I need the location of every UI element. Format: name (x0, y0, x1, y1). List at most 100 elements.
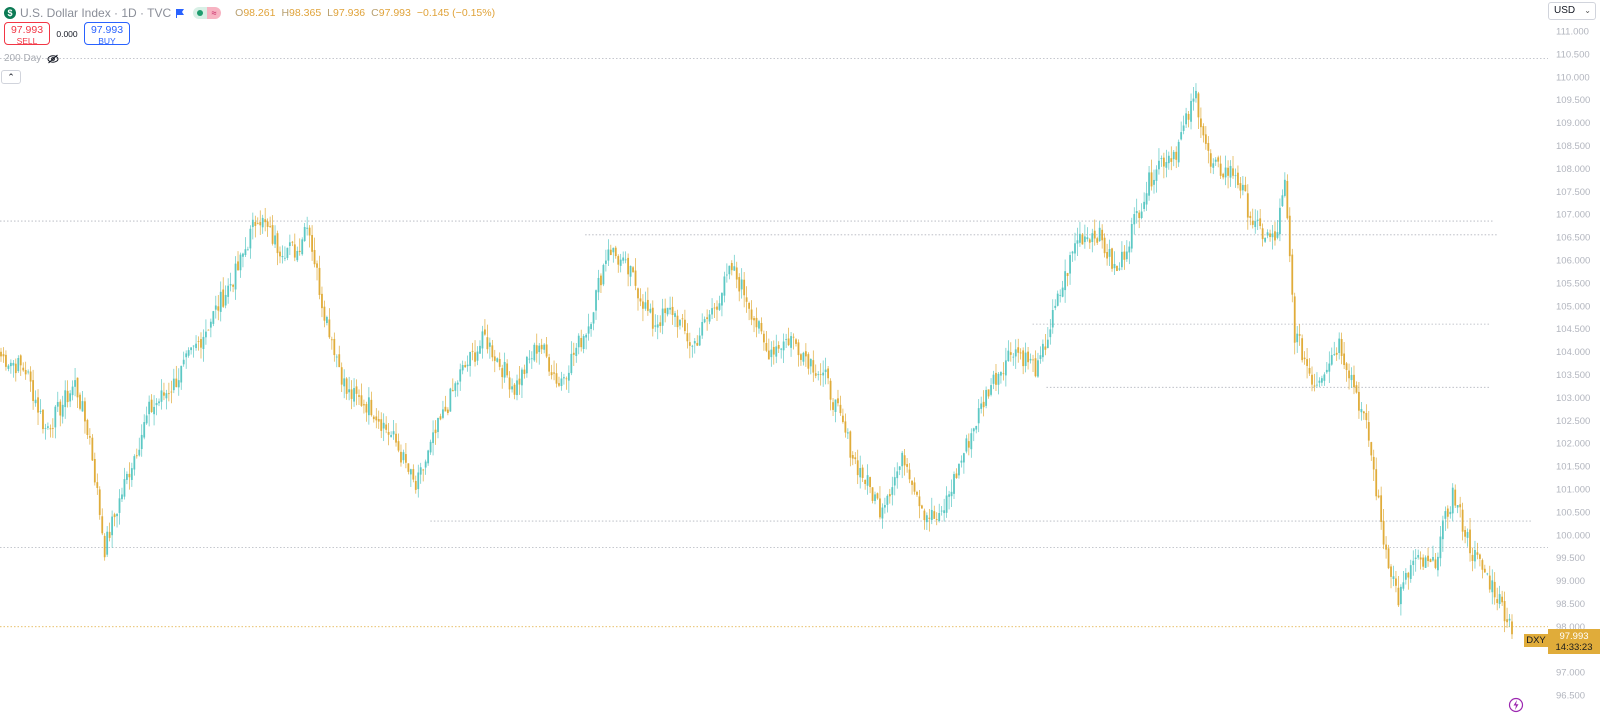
candle-body (1209, 153, 1212, 167)
indicator-legend[interactable]: 200 Day (4, 53, 59, 64)
candle-body (1444, 511, 1447, 519)
candle-body (249, 228, 252, 249)
currency-selector[interactable]: USD ⌄ (1548, 2, 1596, 20)
candle-body (377, 418, 380, 422)
candle-body (380, 419, 383, 431)
candle-body (1069, 255, 1071, 274)
candle-body (274, 235, 276, 245)
lightning-icon[interactable] (1508, 697, 1524, 713)
candle-body (1204, 134, 1207, 144)
bar-countdown: 14:33:23 (1555, 642, 1593, 653)
y-tick-label: 109.000 (1556, 118, 1590, 129)
candle-body (1409, 565, 1412, 579)
candle-body (975, 425, 978, 430)
candle-body (874, 494, 876, 501)
candle-body (286, 247, 289, 258)
candle-body (627, 257, 630, 275)
candle-body (859, 467, 862, 478)
candle-body (84, 401, 86, 422)
candle-body (372, 416, 375, 420)
candle-body (540, 344, 543, 350)
symbol-title[interactable]: U.S. Dollar Index · 1D · TVC (20, 6, 172, 20)
candle-body (195, 343, 197, 349)
candle-body (703, 319, 706, 323)
candle-body (1313, 385, 1316, 387)
buy-button[interactable]: 97.993 BUY (84, 22, 130, 46)
candle-body (1177, 141, 1180, 163)
candle-body (642, 301, 644, 309)
candle-body (61, 404, 64, 417)
eye-off-icon[interactable] (47, 54, 59, 64)
y-tick-label: 110.500 (1556, 49, 1590, 60)
candle-body (432, 432, 434, 444)
candle-body (1180, 132, 1183, 140)
candle-body (1377, 495, 1380, 498)
candle-body (925, 515, 928, 523)
candle-body (518, 378, 521, 385)
candle-body (259, 222, 262, 226)
candle-body (634, 270, 637, 286)
candle-body (511, 386, 513, 390)
candle-body (592, 312, 595, 324)
candle-body (496, 358, 499, 362)
candle-body (375, 416, 378, 421)
candle-body (1303, 357, 1306, 360)
candle-body (1014, 349, 1017, 357)
candle-body (229, 284, 232, 286)
candle-body (676, 315, 679, 328)
candle-body (79, 394, 81, 409)
candle-body (1429, 559, 1432, 563)
candle-body (533, 344, 536, 361)
candle-body (382, 422, 385, 429)
candle-body (1212, 163, 1215, 168)
candle-body (232, 284, 234, 287)
wave-icon: ≈ (207, 7, 222, 19)
candle-body (1138, 212, 1141, 219)
candle-body (484, 329, 486, 335)
candle-body (93, 458, 96, 483)
candle-body (56, 402, 59, 407)
candle-body (1019, 352, 1022, 354)
change-value: −0.145 (−0.15%) (416, 7, 496, 19)
indicator-label[interactable]: 200 Day (4, 53, 42, 64)
y-tick-label: 100.500 (1556, 507, 1590, 518)
candle-body (444, 406, 447, 412)
candle-body (1382, 520, 1385, 545)
market-status[interactable]: ≈ (193, 7, 222, 19)
sell-label: SELL (16, 36, 38, 46)
dollar-sign-icon[interactable]: $ (4, 7, 16, 19)
candle-body (1140, 211, 1143, 219)
candle-body (911, 480, 913, 485)
candle-body (481, 331, 484, 349)
candle-body (1022, 350, 1025, 367)
candle-body (1439, 536, 1442, 559)
candle-body (1498, 594, 1501, 605)
candle-body (118, 498, 121, 513)
candle-body (1108, 249, 1111, 257)
candle-body (51, 428, 54, 429)
candle-body (1419, 557, 1422, 560)
candle-body (1192, 98, 1195, 102)
candle-body (367, 397, 370, 416)
candle-body (953, 474, 955, 494)
candle-body (370, 399, 373, 416)
candle-body (565, 378, 568, 380)
candles (0, 83, 1513, 640)
candle-body (728, 265, 731, 275)
candle-body (1441, 520, 1444, 540)
candle-body (903, 455, 906, 466)
candle-body (143, 422, 146, 438)
candle-body (669, 307, 671, 310)
candle-body (355, 386, 358, 394)
candle-body (898, 466, 901, 470)
flag-icon[interactable] (175, 8, 185, 18)
collapse-legend-button[interactable]: ⌃ (1, 70, 21, 84)
candle-body (106, 531, 109, 555)
candle-body (454, 383, 457, 391)
sell-button[interactable]: 97.993 SELL (4, 22, 50, 46)
candle-body (170, 391, 173, 393)
y-tick-label: 108.500 (1556, 141, 1590, 152)
candle-body (967, 441, 970, 448)
sell-price: 97.993 (10, 24, 44, 36)
